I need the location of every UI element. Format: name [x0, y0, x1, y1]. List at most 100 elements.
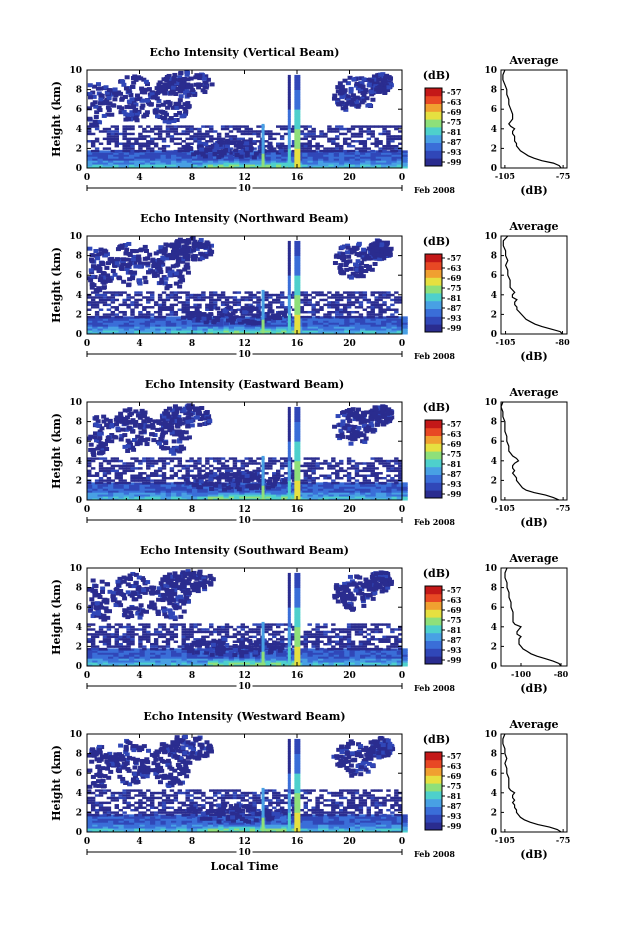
x-tick-label: 0 — [84, 173, 90, 183]
echo-cell — [161, 298, 167, 302]
echo-cell — [173, 474, 179, 477]
echo-cell — [102, 496, 109, 499]
echo-cell — [370, 293, 375, 297]
echo-cell — [213, 330, 219, 333]
echo-cell — [112, 263, 118, 268]
echo-cell — [185, 137, 190, 141]
echo-cell — [180, 315, 186, 320]
echo-cell — [302, 486, 308, 489]
echo-cell — [104, 447, 110, 452]
echo-cell — [339, 494, 345, 497]
echo-cell — [331, 464, 336, 468]
echo-cell — [94, 110, 100, 115]
echo-cell — [283, 476, 289, 480]
echo-cell — [294, 309, 301, 313]
echo-cell — [98, 315, 104, 319]
echo-cell — [382, 130, 387, 133]
echo-cell — [294, 160, 301, 164]
echo-cell — [378, 142, 383, 145]
echo-cell — [232, 462, 238, 465]
echo-cell — [337, 81, 343, 86]
echo-cell — [354, 482, 361, 485]
echo-cell — [173, 125, 179, 128]
echo-cell — [318, 166, 324, 169]
echo-cell — [315, 293, 320, 297]
echo-cell — [232, 298, 238, 302]
echo-cell — [258, 154, 264, 159]
echo-cell — [303, 147, 308, 150]
echo-cell — [307, 462, 312, 465]
echo-cell — [318, 328, 324, 331]
echo-cell — [169, 130, 175, 133]
echo-cell — [255, 324, 261, 327]
echo-cell — [244, 330, 251, 333]
echo-cell — [161, 144, 167, 148]
echo-cell — [402, 320, 408, 323]
echo-cell — [370, 135, 375, 138]
echo-cell — [347, 75, 353, 80]
echo-cell — [396, 164, 403, 167]
echo-cell — [318, 320, 324, 323]
echo-cell — [376, 253, 382, 258]
echo-cell — [255, 158, 261, 161]
echo-cell — [176, 488, 182, 491]
echo-cell — [283, 127, 289, 131]
echo-cell — [196, 85, 202, 90]
echo-cell — [173, 293, 179, 297]
echo-cell — [194, 150, 200, 155]
echo-cell — [130, 296, 135, 299]
echo-cell — [228, 125, 234, 128]
echo-cell — [155, 150, 161, 153]
echo-cell — [110, 459, 116, 463]
echo-cell — [375, 328, 382, 331]
echo-cell — [160, 255, 166, 260]
echo-cell — [160, 498, 167, 501]
echo-cell — [350, 293, 356, 297]
echo-cell — [150, 154, 156, 157]
echo-cell — [121, 257, 127, 262]
echo-cell — [177, 125, 182, 128]
echo-cell — [398, 476, 403, 480]
echo-cell — [354, 315, 360, 319]
echo-cell — [402, 488, 408, 491]
echo-cell — [294, 289, 301, 293]
echo-cell — [270, 156, 277, 159]
echo-cell — [102, 315, 108, 319]
echo-cell — [108, 164, 114, 167]
echo-cell — [355, 274, 361, 279]
echo-cell — [106, 467, 112, 470]
echo-cell — [328, 320, 335, 323]
echo-cell — [366, 147, 371, 150]
echo-cell — [276, 154, 282, 157]
profile-frame — [500, 235, 568, 335]
echo-cell — [349, 162, 356, 165]
echo-cell — [237, 320, 243, 325]
echo-cell — [354, 132, 360, 136]
echo-cell — [131, 420, 137, 425]
echo-cell — [375, 322, 382, 325]
echo-cell — [92, 119, 98, 124]
echo-cell — [339, 324, 345, 327]
echo-cell — [346, 306, 352, 309]
echo-cell — [213, 457, 218, 460]
echo-cell — [165, 156, 172, 159]
echo-cell — [139, 154, 146, 157]
echo-cell — [378, 303, 383, 307]
echo-cell — [360, 496, 366, 499]
echo-cell — [239, 330, 245, 333]
echo-cell — [177, 78, 183, 83]
echo-cell — [181, 310, 186, 314]
echo-cell — [109, 439, 115, 444]
echo-cell — [119, 264, 125, 269]
profile-y-tick-label: 2 — [491, 144, 497, 154]
echo-cell — [173, 101, 179, 106]
echo-cell — [354, 301, 360, 304]
echo-cell — [134, 318, 140, 321]
echo-cell — [239, 160, 245, 163]
colorbar-tick-label: -81 — [447, 293, 461, 303]
echo-cell — [335, 306, 340, 309]
echo-cell — [111, 90, 117, 95]
echo-cell — [339, 459, 344, 463]
echo-cell — [90, 298, 96, 302]
echo-cell — [134, 291, 139, 294]
